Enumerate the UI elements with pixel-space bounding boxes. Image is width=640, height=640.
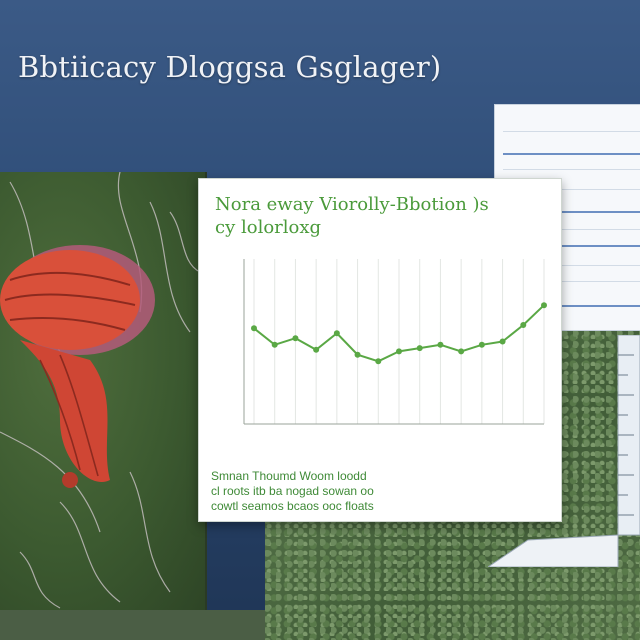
chart-card: Nora eway Viorolly-Bbotion )s cy lolorlo… <box>198 178 562 522</box>
data-point <box>499 338 506 345</box>
data-point <box>271 341 278 348</box>
caption-line-3: cowtl seamos bcaos ooc floats <box>211 499 374 513</box>
chart-caption: Smnan Thoumd Woom loodd cl roots itb ba … <box>211 469 541 514</box>
data-point <box>541 302 547 309</box>
line-chart <box>243 259 547 425</box>
data-point <box>251 325 257 332</box>
data-point <box>458 348 465 355</box>
data-point <box>520 322 527 328</box>
chart-title-line-1: Nora eway Viorolly-Bbotion )s <box>215 194 489 215</box>
bottom-strip <box>0 610 265 640</box>
data-point <box>354 351 361 358</box>
caption-line-1: Smnan Thoumd Woom loodd <box>211 469 367 483</box>
data-point <box>478 341 485 348</box>
data-point <box>313 346 320 353</box>
data-point <box>375 358 382 365</box>
organ-illustration <box>0 240 200 504</box>
chart-title-line-2: cy lolorloxg <box>215 217 322 238</box>
data-point <box>416 345 423 352</box>
caption-line-2: cl roots itb ba nogad sowan oo <box>211 484 374 498</box>
organ-image <box>0 245 155 488</box>
data-point <box>437 341 444 348</box>
data-point <box>333 330 340 337</box>
page-title: Bbtiicacy Dloggsa Gsglager) <box>18 50 442 84</box>
chart-title: Nora eway Viorolly-Bbotion )s cy lolorlo… <box>215 193 545 239</box>
data-point <box>292 335 299 342</box>
scale-image <box>486 334 640 568</box>
data-point <box>396 348 402 355</box>
